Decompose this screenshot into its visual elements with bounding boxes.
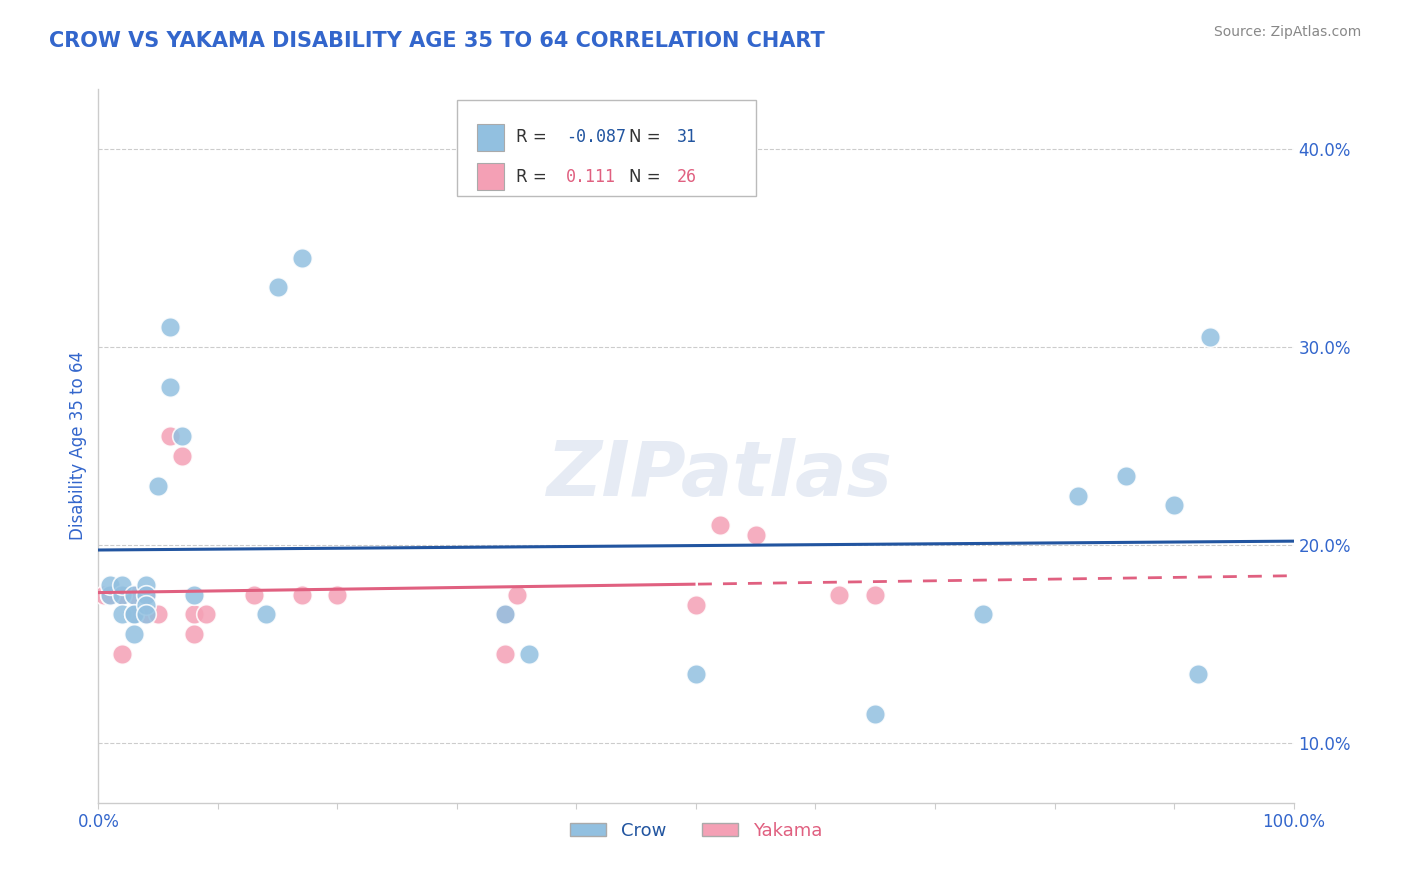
Point	[124, 588, 146, 602]
Text: R =: R =	[516, 168, 557, 186]
Point	[98, 588, 122, 602]
Point	[1187, 667, 1209, 681]
Point	[135, 607, 157, 622]
Point	[326, 588, 349, 602]
Text: CROW VS YAKAMA DISABILITY AGE 35 TO 64 CORRELATION CHART: CROW VS YAKAMA DISABILITY AGE 35 TO 64 C…	[49, 31, 825, 51]
FancyBboxPatch shape	[477, 163, 503, 190]
Point	[148, 607, 170, 622]
Point	[1163, 499, 1185, 513]
Point	[267, 280, 290, 294]
Point	[243, 588, 266, 602]
Point	[111, 578, 134, 592]
Point	[135, 588, 157, 602]
Text: 0.111: 0.111	[565, 168, 616, 186]
Point	[111, 588, 134, 602]
Point	[291, 251, 314, 265]
Point	[159, 429, 181, 443]
Point	[494, 647, 516, 661]
Point	[111, 588, 134, 602]
Point	[254, 607, 277, 622]
Text: R =: R =	[516, 128, 551, 146]
Point	[93, 588, 115, 602]
Point	[685, 667, 707, 681]
Point	[1067, 489, 1090, 503]
Point	[135, 578, 157, 592]
Point	[124, 607, 146, 622]
Point	[98, 588, 122, 602]
Text: Source: ZipAtlas.com: Source: ZipAtlas.com	[1213, 25, 1361, 39]
Point	[159, 320, 181, 334]
FancyBboxPatch shape	[457, 100, 756, 196]
Point	[148, 478, 170, 492]
Point	[183, 627, 205, 641]
Point	[685, 598, 707, 612]
Point	[135, 598, 157, 612]
FancyBboxPatch shape	[477, 124, 503, 151]
Point	[865, 706, 887, 721]
Text: N =: N =	[628, 168, 666, 186]
Point	[195, 607, 218, 622]
Point	[828, 588, 851, 602]
Point	[98, 578, 122, 592]
Point	[506, 588, 529, 602]
Point	[135, 588, 157, 602]
Point	[494, 607, 516, 622]
Point	[124, 588, 146, 602]
Point	[159, 379, 181, 393]
Point	[1199, 330, 1222, 344]
Text: 26: 26	[676, 168, 697, 186]
Point	[135, 607, 157, 622]
Point	[1115, 468, 1137, 483]
Point	[124, 607, 146, 622]
Text: ZIPatlas: ZIPatlas	[547, 438, 893, 511]
Legend: Crow, Yakama: Crow, Yakama	[562, 815, 830, 847]
Point	[494, 607, 516, 622]
Text: 31: 31	[676, 128, 697, 146]
Y-axis label: Disability Age 35 to 64: Disability Age 35 to 64	[69, 351, 87, 541]
Point	[709, 518, 731, 533]
Point	[972, 607, 994, 622]
Point	[111, 647, 134, 661]
Point	[517, 647, 540, 661]
Point	[124, 607, 146, 622]
Point	[865, 588, 887, 602]
Point	[111, 607, 134, 622]
Text: N =: N =	[628, 128, 666, 146]
Point	[183, 607, 205, 622]
Point	[172, 449, 194, 463]
Text: -0.087: -0.087	[565, 128, 626, 146]
Point	[745, 528, 768, 542]
Point	[183, 588, 205, 602]
Point	[172, 429, 194, 443]
Point	[124, 627, 146, 641]
Point	[291, 588, 314, 602]
Point	[111, 588, 134, 602]
